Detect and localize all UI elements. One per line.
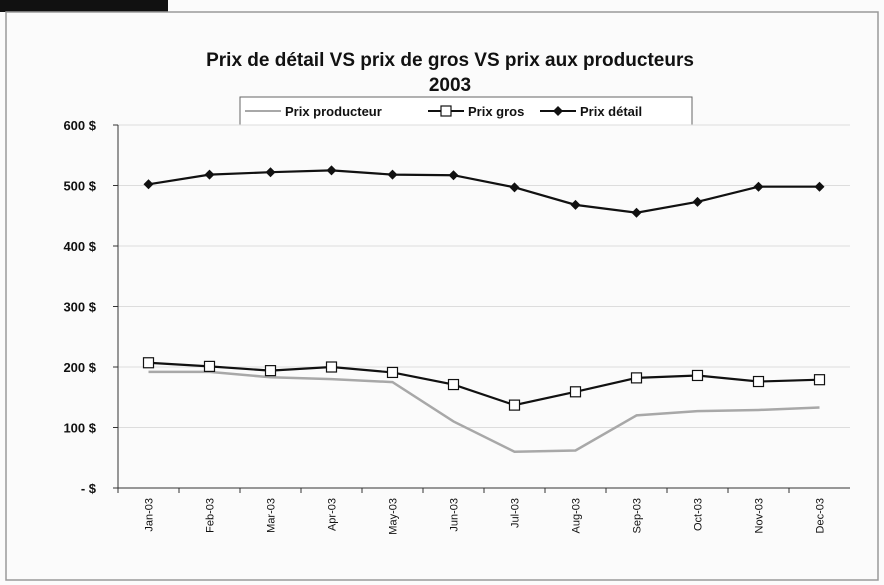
marker: [753, 181, 764, 192]
marker: [387, 169, 398, 180]
chart-border: [5, 11, 879, 581]
marker: [553, 106, 563, 116]
x-tick-label: Oct-03: [693, 498, 705, 531]
x-tick-label: Jul-03: [510, 498, 522, 528]
marker: [264, 365, 277, 377]
marker: [570, 199, 581, 210]
marker: [631, 207, 642, 218]
legend-box: [239, 96, 693, 126]
marker: [203, 360, 216, 372]
x-tick-label: Jan-03: [144, 498, 156, 532]
x-tick-label: Jun-03: [449, 498, 461, 532]
marker: [814, 181, 825, 192]
legend-label: Prix producteur: [285, 104, 382, 119]
marker: [630, 372, 643, 384]
marker: [813, 374, 826, 386]
marker: [440, 105, 452, 117]
marker: [752, 375, 765, 388]
x-tick-label: Feb-03: [205, 498, 217, 533]
marker: [265, 167, 276, 178]
y-tick-label: - $: [81, 481, 97, 496]
y-tick-label: 100 $: [63, 421, 96, 436]
series-line: [148, 169, 820, 214]
y-tick-label: 600 $: [63, 118, 96, 133]
chart-subtitle: 2003: [429, 75, 471, 96]
marker: [325, 361, 338, 373]
x-tick-label: Apr-03: [327, 498, 339, 531]
tab: [0, 0, 168, 12]
marker: [569, 386, 582, 398]
x-tick-label: Mar-03: [266, 498, 278, 533]
marker: [691, 369, 704, 382]
series-line: [148, 361, 820, 407]
x-tick-label: May-03: [388, 498, 400, 535]
marker: [692, 196, 703, 207]
marker: [326, 165, 337, 176]
y-tick-label: 200 $: [63, 360, 96, 375]
x-tick-label: Nov-03: [754, 498, 766, 533]
legend-label: Prix gros: [468, 104, 524, 119]
marker: [204, 169, 215, 180]
x-tick-label: Dec-03: [815, 498, 827, 533]
y-tick-label: 400 $: [63, 239, 96, 254]
marker: [142, 357, 155, 369]
series-line: [148, 370, 820, 453]
x-tick-label: Sep-03: [632, 498, 644, 533]
legend-label: Prix détail: [580, 104, 642, 119]
y-tick-label: 300 $: [63, 300, 96, 315]
marker: [143, 179, 154, 190]
marker: [448, 170, 459, 181]
x-tick-label: Aug-03: [571, 498, 583, 533]
marker: [508, 399, 521, 411]
marker: [447, 378, 460, 391]
chart-title: Prix de détail VS prix de gros VS prix a…: [206, 50, 694, 71]
y-tick-label: 500 $: [63, 179, 96, 194]
marker: [386, 366, 399, 379]
marker: [509, 182, 520, 193]
